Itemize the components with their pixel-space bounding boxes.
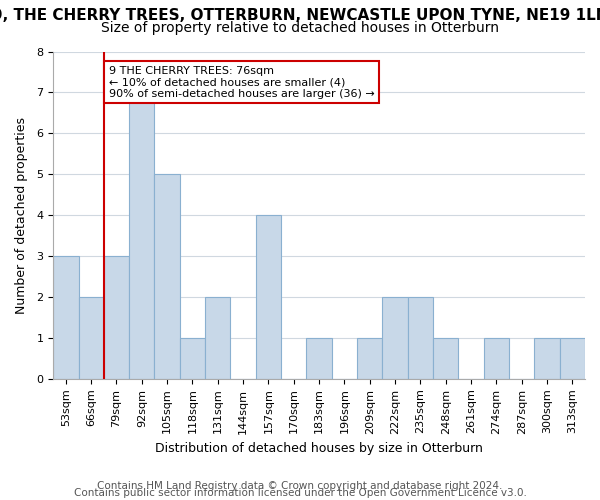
Bar xyxy=(104,256,129,379)
Bar xyxy=(408,297,433,379)
Bar xyxy=(79,297,104,379)
Bar xyxy=(180,338,205,379)
Bar xyxy=(357,338,382,379)
Bar xyxy=(256,215,281,379)
Text: Contains public sector information licensed under the Open Government Licence v3: Contains public sector information licen… xyxy=(74,488,526,498)
X-axis label: Distribution of detached houses by size in Otterburn: Distribution of detached houses by size … xyxy=(155,442,483,455)
Text: 9 THE CHERRY TREES: 76sqm
← 10% of detached houses are smaller (4)
90% of semi-d: 9 THE CHERRY TREES: 76sqm ← 10% of detac… xyxy=(109,66,374,99)
Bar xyxy=(53,256,79,379)
Text: Contains HM Land Registry data © Crown copyright and database right 2024.: Contains HM Land Registry data © Crown c… xyxy=(97,481,503,491)
Bar xyxy=(129,92,154,379)
Y-axis label: Number of detached properties: Number of detached properties xyxy=(15,116,28,314)
Bar xyxy=(205,297,230,379)
Text: Size of property relative to detached houses in Otterburn: Size of property relative to detached ho… xyxy=(101,21,499,35)
Bar xyxy=(560,338,585,379)
Bar xyxy=(535,338,560,379)
Bar xyxy=(382,297,408,379)
Bar xyxy=(307,338,332,379)
Bar xyxy=(484,338,509,379)
Text: 9, THE CHERRY TREES, OTTERBURN, NEWCASTLE UPON TYNE, NE19 1LN: 9, THE CHERRY TREES, OTTERBURN, NEWCASTL… xyxy=(0,8,600,22)
Bar xyxy=(433,338,458,379)
Bar xyxy=(154,174,180,379)
